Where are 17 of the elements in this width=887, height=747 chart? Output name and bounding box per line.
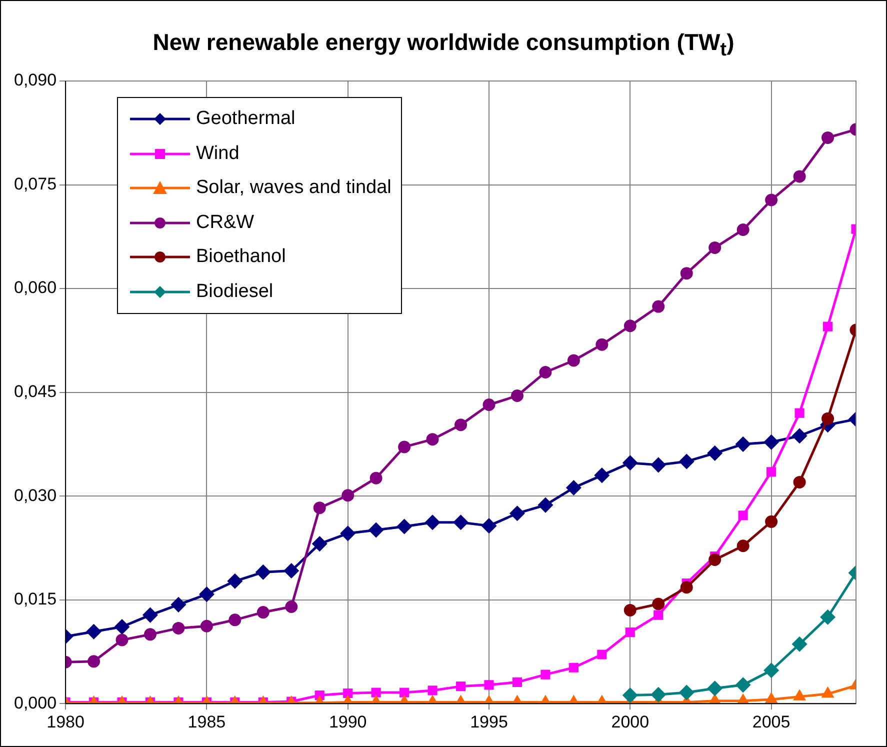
- legend-label: Wind: [196, 142, 240, 165]
- x-tick-label: 1985: [188, 712, 226, 732]
- y-tick-label: 0,060: [14, 278, 57, 298]
- x-tick-label: 1980: [46, 712, 84, 732]
- y-tick-label: 0,000: [14, 693, 57, 712]
- y-tick-label: 0,045: [14, 382, 57, 401]
- y-tick-label: 0,030: [14, 486, 57, 505]
- legend-label: Solar, waves and tindal: [196, 177, 392, 200]
- y-tick-label: 0,075: [14, 174, 57, 194]
- x-tick-label: 1995: [470, 712, 508, 732]
- x-tick-label: 2005: [752, 712, 790, 732]
- y-tick-label: 0,090: [14, 70, 57, 90]
- legend-label: Geothermal: [196, 108, 296, 130]
- x-tick-label: 1990: [328, 712, 367, 732]
- y-tick-label: 0,015: [14, 590, 57, 609]
- chart-title: New renewable energy worldwide consumption (TW$_{t}$): [152, 29, 736, 62]
- x-tick-label: 2000: [611, 712, 650, 732]
